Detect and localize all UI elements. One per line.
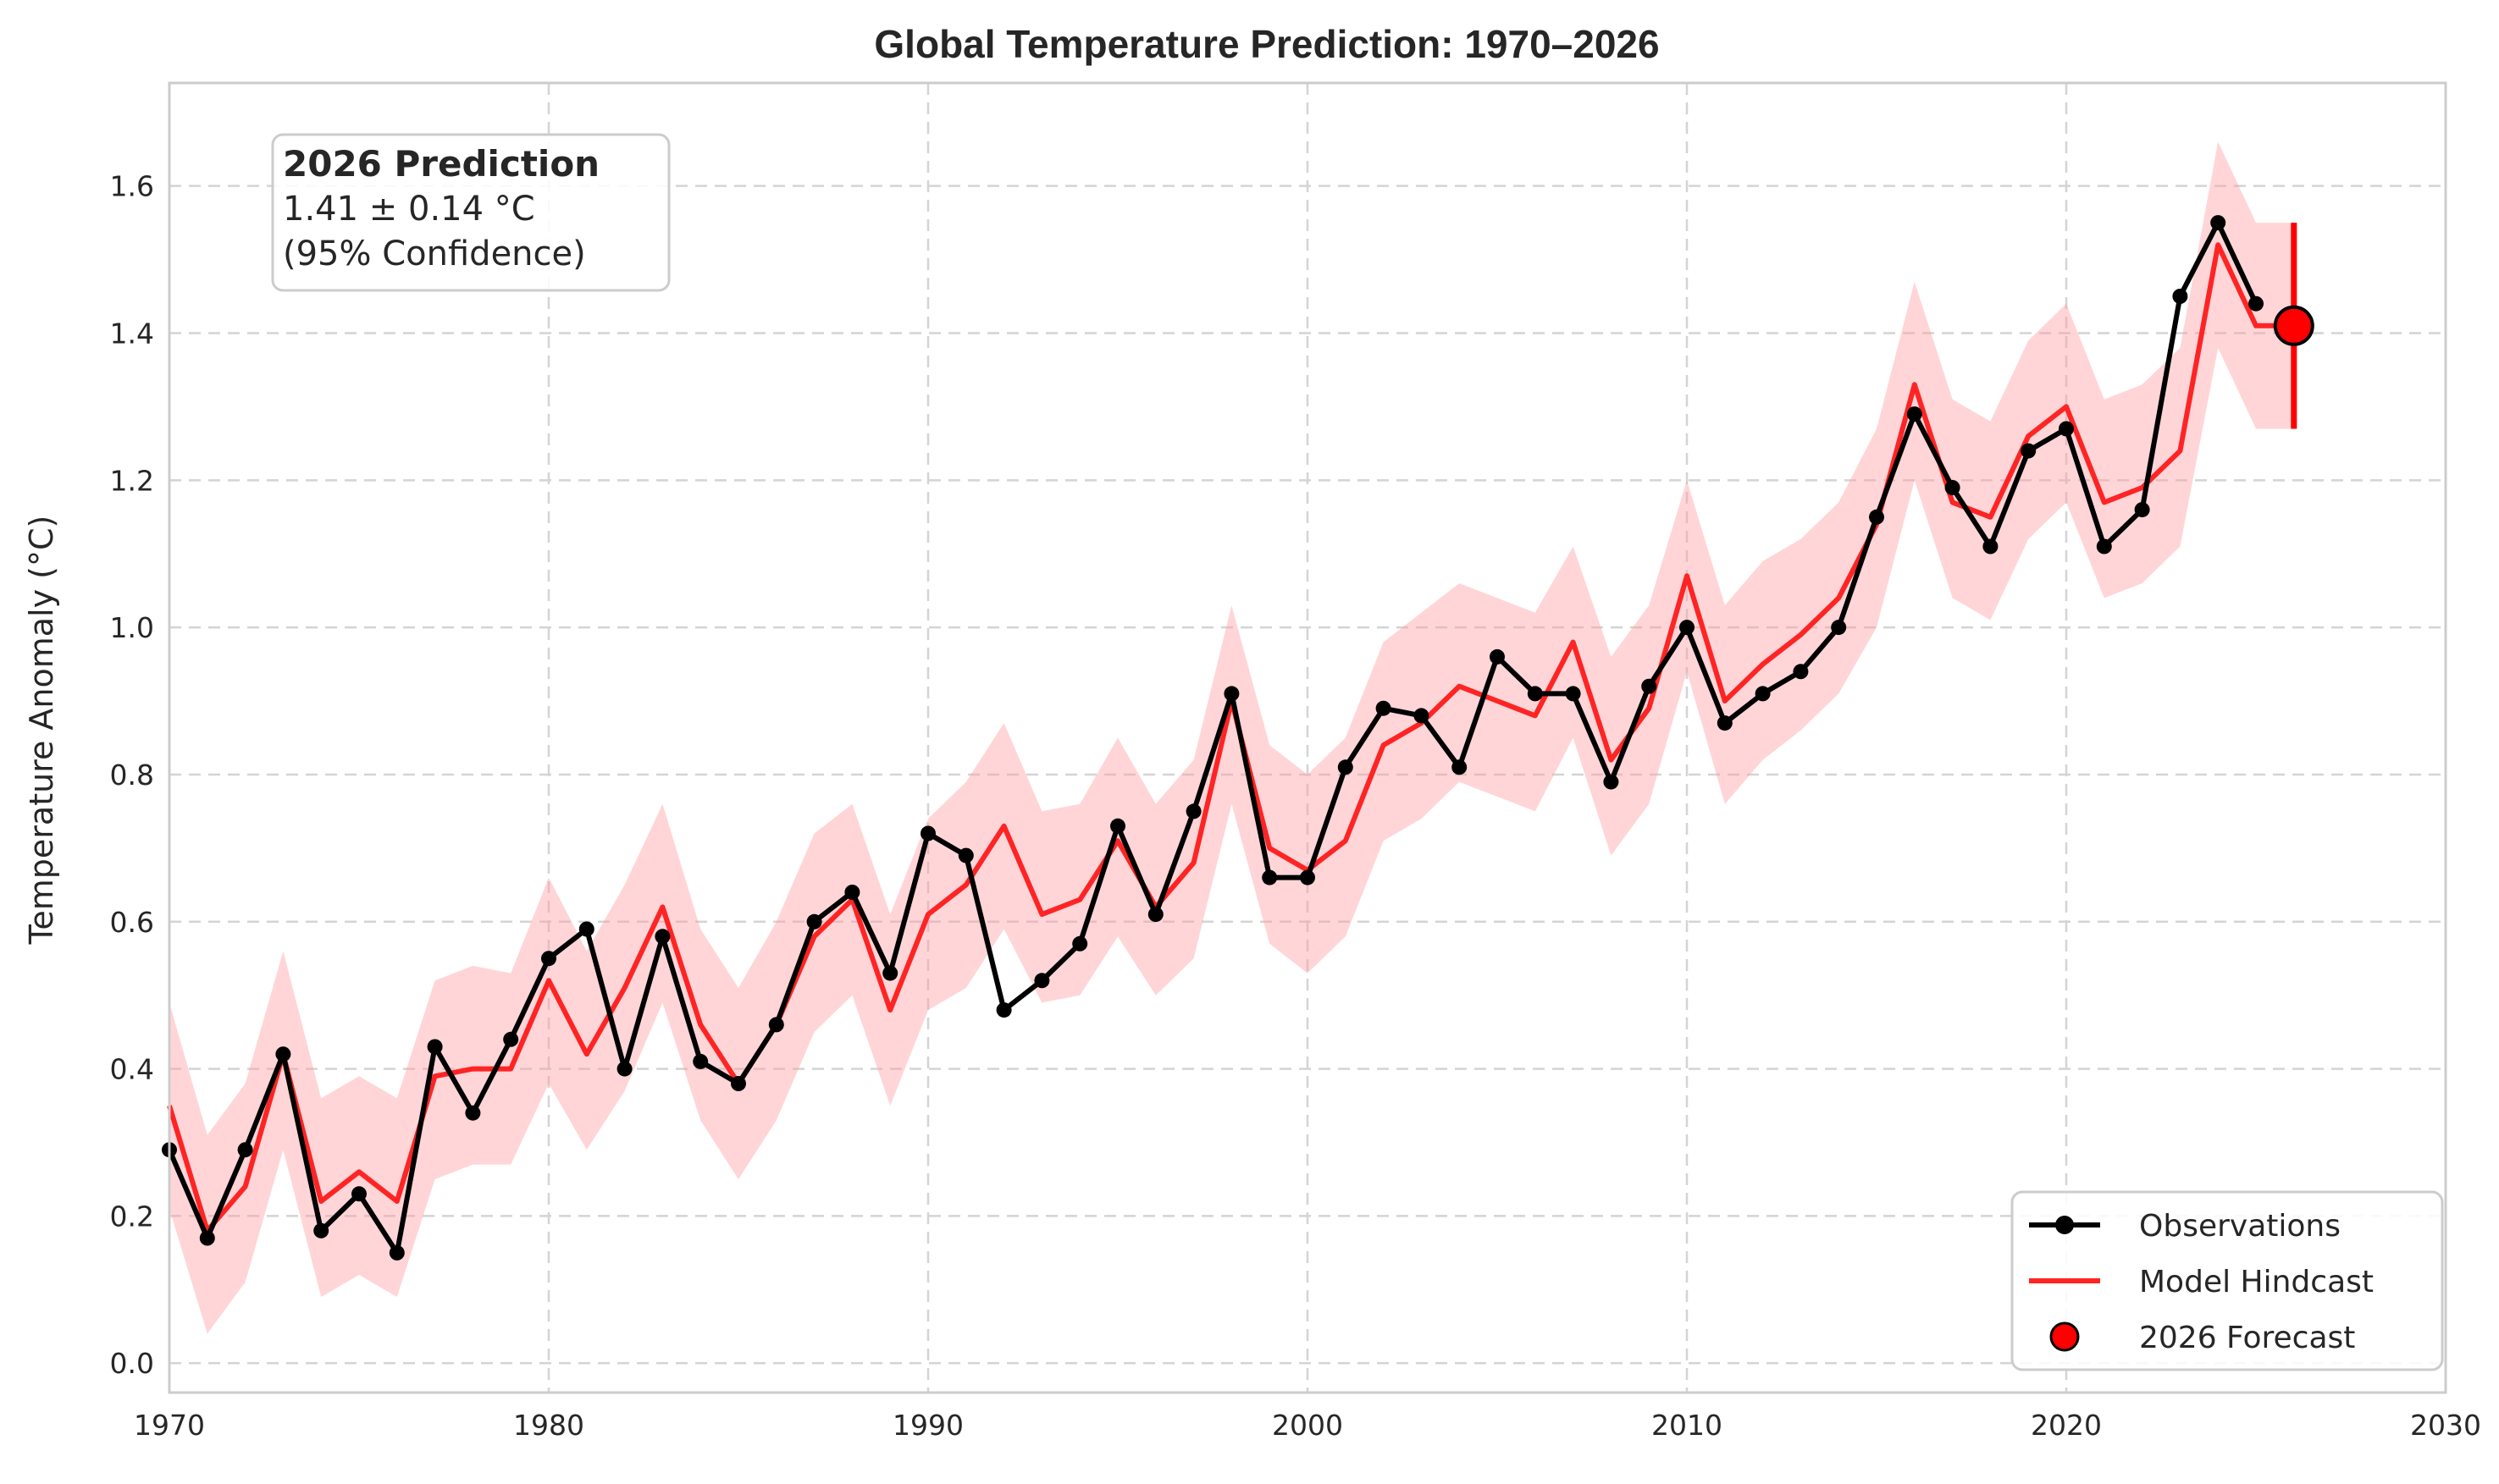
legend: Observations Model Hindcast 2026 Forecas…	[2010, 1190, 2444, 1371]
observation-point-2019	[2021, 443, 2037, 459]
observation-point-1987	[806, 913, 822, 930]
forecast-point	[2273, 305, 2314, 346]
observation-point-1981	[578, 921, 594, 937]
chart-title: Global Temperature Prediction: 1970–2026	[874, 22, 1659, 66]
observation-point-2023	[2172, 289, 2188, 304]
y-tick-label-0.8: 0.8	[110, 759, 154, 792]
observation-point-2021	[2096, 538, 2112, 554]
observation-point-1988	[844, 885, 860, 900]
observation-point-1979	[503, 1031, 519, 1047]
confidence-band	[169, 141, 2294, 1334]
y-tick-label-1.0: 1.0	[110, 611, 154, 644]
observation-point-2022	[2134, 502, 2150, 518]
observation-point-2013	[1793, 664, 1809, 680]
x-tick-label-1980: 1980	[513, 1409, 584, 1442]
y-tick-label-0.4: 0.4	[110, 1053, 154, 1086]
legend-hindcast-label: Model Hindcast	[2139, 1265, 2374, 1299]
observation-point-2012	[1755, 686, 1771, 702]
observation-point-2020	[2059, 421, 2074, 437]
legend-observations-label: Observations	[2139, 1209, 2341, 1244]
observation-point-2006	[1527, 686, 1543, 702]
y-tick-label-0.2: 0.2	[110, 1200, 154, 1233]
observation-point-2015	[1869, 509, 1884, 525]
x-tick-label-1970: 1970	[134, 1409, 205, 1442]
observation-point-1989	[882, 965, 898, 981]
x-tick-label-2030: 2030	[2410, 1409, 2481, 1442]
observation-point-2001	[1337, 759, 1353, 775]
observation-point-1980	[541, 951, 556, 967]
observation-point-1982	[616, 1061, 633, 1077]
observation-point-2016	[1906, 406, 1922, 422]
x-tick-label-2020: 2020	[2031, 1409, 2102, 1442]
x-tick-label-2000: 2000	[1272, 1409, 1343, 1442]
observation-point-2004	[1451, 759, 1468, 775]
grid	[169, 83, 2446, 1393]
observation-point-1985	[731, 1076, 746, 1091]
y-tick-label-1.2: 1.2	[110, 464, 154, 497]
observation-point-2011	[1717, 715, 1733, 731]
observation-point-2005	[1490, 648, 1505, 665]
observation-point-1974	[313, 1222, 329, 1239]
legend-forecast-marker	[2049, 1321, 2080, 1352]
observation-point-1986	[768, 1017, 784, 1033]
observation-point-2017	[1944, 480, 1960, 495]
y-tick-label-1.6: 1.6	[110, 170, 154, 203]
legend-frame	[2010, 1190, 2444, 1371]
observation-point-2014	[1831, 620, 1847, 636]
annotation-value: 1.41 ± 0.14 °C	[283, 190, 535, 229]
forecast-group	[2273, 223, 2314, 429]
observation-point-2018	[1982, 538, 1999, 554]
annotation-heading: 2026 Prediction	[283, 143, 600, 185]
observation-point-1972	[237, 1142, 253, 1158]
annotation-frame	[271, 133, 671, 292]
observation-point-2010	[1679, 620, 1695, 636]
observation-point-2009	[1641, 678, 1657, 694]
observation-point-1993	[1034, 973, 1050, 989]
observation-point-1977	[427, 1039, 443, 1055]
x-tick-labels: 1970 1980 1990 2000 2010 2020 2030	[134, 1409, 2481, 1442]
observation-point-1973	[275, 1046, 291, 1062]
observation-point-2024	[2210, 215, 2226, 231]
y-tick-label-1.4: 1.4	[110, 317, 154, 350]
x-tick-label-2010: 2010	[1651, 1409, 1722, 1442]
annotation-box: 2026 Prediction 1.41 ± 0.14 °C (95% Conf…	[271, 133, 671, 292]
observation-point-2007	[1565, 686, 1581, 702]
observation-point-1975	[351, 1186, 367, 1202]
y-tick-label-0.0: 0.0	[110, 1347, 154, 1380]
y-tick-label-0.6: 0.6	[110, 906, 154, 939]
y-axis-title: Temperature Anomaly (°C)	[23, 516, 60, 946]
observation-point-1991	[958, 847, 974, 863]
observation-point-1998	[1224, 686, 1240, 702]
observation-point-2000	[1300, 869, 1315, 885]
observation-point-1992	[996, 1002, 1012, 1018]
observation-point-2003	[1413, 708, 1429, 724]
annotation-confidence: (95% Confidence)	[283, 234, 586, 273]
observation-point-1995	[1110, 818, 1125, 834]
legend-forecast-label: 2026 Forecast	[2139, 1321, 2355, 1355]
observations-line	[167, 220, 2258, 1255]
observation-point-2008	[1603, 774, 1619, 790]
observation-point-1997	[1186, 803, 1202, 819]
legend-observations-marker	[2055, 1216, 2074, 1234]
observation-point-1978	[465, 1105, 481, 1121]
observation-point-2002	[1375, 700, 1391, 716]
observation-markers	[162, 215, 2264, 1261]
observation-point-1990	[921, 825, 936, 841]
y-tick-labels: 0.0 0.2 0.4 0.6 0.8 1.0 1.2 1.4 1.6	[110, 170, 154, 1381]
observation-point-1996	[1147, 907, 1164, 923]
x-tick-label-1990: 1990	[893, 1409, 964, 1442]
confidence-band-area	[169, 141, 2294, 1334]
observation-point-1971	[199, 1230, 215, 1246]
observation-point-2025	[2248, 295, 2264, 312]
observation-point-1999	[1262, 869, 1278, 885]
observation-point-1984	[693, 1053, 709, 1069]
observation-point-1994	[1072, 935, 1088, 952]
observation-point-1976	[389, 1244, 405, 1261]
plot-frame	[168, 81, 2447, 1394]
observation-point-1983	[655, 929, 671, 945]
